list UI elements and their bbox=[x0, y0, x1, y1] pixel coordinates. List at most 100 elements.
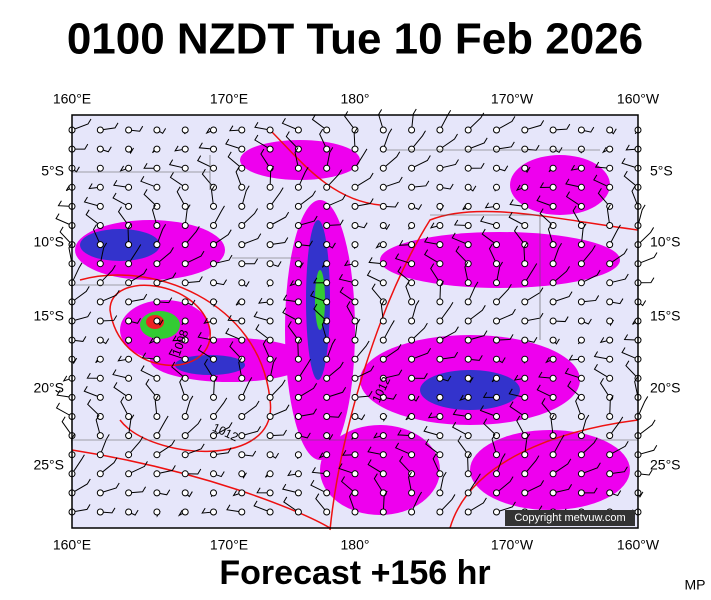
station bbox=[266, 374, 274, 382]
station bbox=[323, 393, 331, 401]
station bbox=[408, 145, 416, 153]
wind-barb bbox=[238, 357, 243, 379]
station bbox=[323, 145, 331, 153]
wind-barb bbox=[508, 211, 526, 226]
wind-barb bbox=[168, 159, 186, 169]
wind-barb bbox=[298, 190, 316, 207]
station bbox=[464, 336, 472, 344]
wind-barb bbox=[524, 455, 540, 475]
wind-barb bbox=[253, 311, 271, 322]
wind-barb bbox=[580, 223, 587, 245]
wind-barb bbox=[241, 208, 259, 226]
station bbox=[181, 202, 189, 210]
station bbox=[493, 393, 500, 401]
station bbox=[125, 126, 133, 134]
station bbox=[493, 413, 500, 420]
isobar bbox=[109, 284, 211, 367]
station bbox=[379, 489, 387, 497]
wind-barb bbox=[565, 178, 582, 188]
wind-barb bbox=[340, 476, 356, 494]
station bbox=[294, 451, 302, 459]
wind-barb bbox=[467, 473, 481, 494]
wind-barb bbox=[172, 335, 186, 342]
wind-barb bbox=[95, 414, 101, 436]
station bbox=[577, 202, 585, 210]
station bbox=[238, 336, 246, 344]
station bbox=[238, 260, 246, 268]
station bbox=[549, 393, 557, 401]
wind-barb bbox=[550, 414, 555, 436]
station bbox=[238, 508, 246, 516]
station bbox=[408, 202, 416, 210]
wind-barb bbox=[326, 219, 344, 226]
station bbox=[125, 202, 133, 210]
station bbox=[493, 374, 500, 382]
station bbox=[210, 393, 217, 401]
station bbox=[210, 336, 217, 344]
station bbox=[379, 508, 387, 516]
wind-barb bbox=[423, 249, 441, 265]
station bbox=[181, 222, 189, 229]
station bbox=[294, 374, 302, 382]
station bbox=[181, 145, 189, 153]
wind-barb bbox=[311, 114, 327, 131]
wind-barb bbox=[213, 376, 218, 398]
wind-barb bbox=[99, 242, 108, 264]
wind-barb bbox=[581, 269, 601, 284]
station bbox=[125, 241, 133, 249]
wind-barb bbox=[593, 174, 610, 188]
lon-label-bottom: 170°W bbox=[491, 537, 534, 553]
station bbox=[153, 145, 161, 153]
wind-barb bbox=[270, 237, 289, 246]
wind-barb bbox=[71, 504, 91, 513]
wind-barb bbox=[201, 507, 214, 514]
wind-barb bbox=[536, 384, 554, 398]
wind-barb bbox=[609, 273, 629, 284]
wind-barb bbox=[439, 351, 459, 360]
station bbox=[493, 317, 500, 325]
station bbox=[351, 260, 359, 268]
lat-label-right: 10°S bbox=[650, 234, 681, 250]
station bbox=[266, 260, 274, 268]
wind-barb bbox=[326, 361, 344, 379]
wind-barb bbox=[383, 344, 402, 360]
station bbox=[351, 279, 359, 287]
station bbox=[606, 126, 614, 134]
wind-barb bbox=[411, 373, 428, 379]
station bbox=[436, 298, 444, 306]
wind-barb bbox=[326, 194, 347, 207]
station bbox=[351, 336, 359, 344]
station bbox=[210, 145, 217, 153]
station bbox=[294, 279, 302, 287]
wind-barb bbox=[185, 276, 203, 284]
wind-barb bbox=[127, 223, 132, 245]
station bbox=[181, 164, 189, 172]
station bbox=[238, 432, 246, 440]
station bbox=[549, 279, 557, 287]
station bbox=[153, 126, 161, 134]
wind-barb bbox=[593, 363, 610, 379]
wind-barb bbox=[439, 471, 447, 494]
isobars bbox=[71, 129, 639, 531]
wind-barb bbox=[225, 138, 242, 150]
wind-barb bbox=[581, 295, 600, 303]
wind-barb bbox=[298, 408, 317, 417]
station bbox=[351, 222, 359, 229]
wind-barb bbox=[156, 439, 176, 456]
wind-barb bbox=[623, 334, 639, 341]
wind-barb bbox=[599, 377, 611, 398]
wind-barb bbox=[297, 337, 302, 360]
wind-barb bbox=[309, 290, 327, 303]
wind-barb bbox=[269, 357, 277, 379]
station bbox=[549, 470, 557, 478]
station bbox=[351, 164, 359, 172]
station bbox=[493, 470, 500, 478]
wind-barb bbox=[479, 215, 497, 226]
station bbox=[464, 241, 472, 249]
station bbox=[96, 298, 104, 306]
wind-barb bbox=[262, 338, 271, 360]
station bbox=[464, 489, 472, 497]
wind-barb bbox=[313, 303, 328, 322]
station bbox=[436, 202, 444, 210]
station bbox=[238, 202, 246, 210]
